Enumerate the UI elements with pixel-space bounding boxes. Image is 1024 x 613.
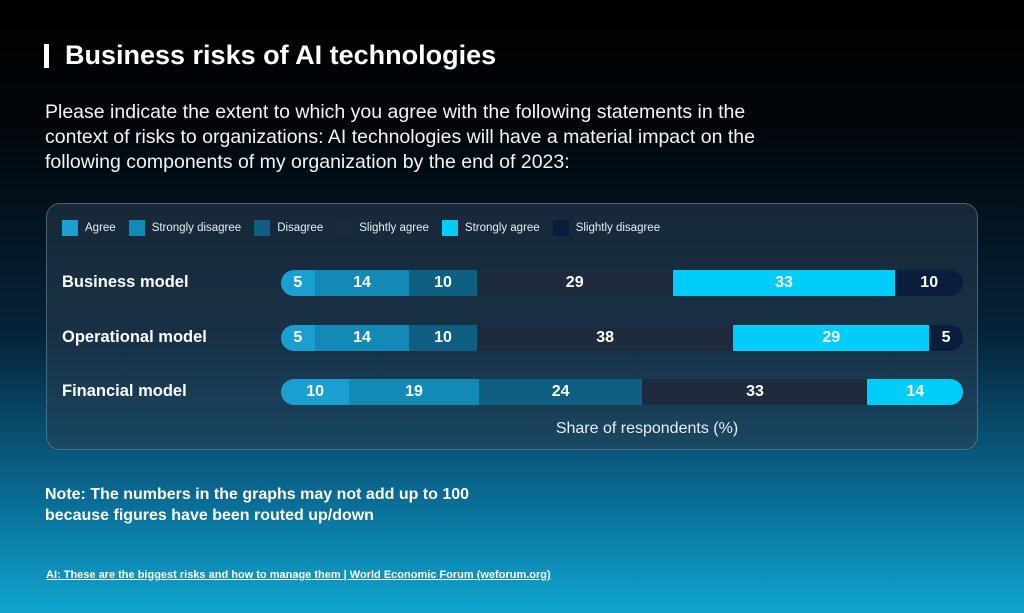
legend-item: Disagree <box>254 220 323 236</box>
legend-swatch <box>552 220 569 236</box>
bar-segment: 24 <box>478 379 643 405</box>
bar-segment: 5 <box>929 325 963 351</box>
x-axis-label: Share of respondents (%) <box>555 420 739 437</box>
title-bar-decoration <box>44 43 49 68</box>
note-line-1: Note: The numbers in the graphs may not … <box>45 486 470 503</box>
category-label: Business model <box>62 273 189 291</box>
bar-segment: 19 <box>349 379 479 405</box>
bar-segment: 10 <box>895 270 963 296</box>
chart-panel: Agree Strongly disagree Disagree Slightly a… <box>46 203 978 450</box>
legend-label: Agree <box>85 222 116 234</box>
subtitle: Please indicate the extent to which you … <box>45 101 755 173</box>
bar-segment: 14 <box>314 270 410 296</box>
bar-segment: 10 <box>281 379 350 405</box>
page-title: Business risks of AI technologies <box>44 40 496 71</box>
category-label: Operational model <box>62 328 207 346</box>
legend-swatch <box>336 220 353 236</box>
bar-segment: 5 <box>281 270 315 296</box>
bar-segment: 38 <box>476 325 734 351</box>
bar-segment: 5 <box>281 325 315 351</box>
bar-segment: 29 <box>476 270 673 296</box>
bar-segment: 14 <box>314 325 410 351</box>
legend-item: Strongly agree <box>441 220 540 236</box>
legend-item: Agree <box>62 220 116 236</box>
legend-item: Strongly disagree <box>128 220 242 236</box>
legend-label: Slightly agree <box>359 222 429 234</box>
bar-segment: 33 <box>642 379 868 405</box>
bar-segment: 10 <box>409 270 477 296</box>
legend-item: Slightly disagree <box>552 220 661 236</box>
legend-item: Slightly agree <box>336 220 429 236</box>
bar-segment: 14 <box>867 379 963 405</box>
legend: Agree Strongly disagree Disagree Slightly a… <box>62 220 673 236</box>
bar-segment: 10 <box>409 325 477 351</box>
note: Note: The numbers in the graphs may not … <box>45 484 469 526</box>
bar-segment: 29 <box>733 325 930 351</box>
legend-swatch <box>62 220 78 236</box>
legend-swatch <box>441 220 458 236</box>
stacked-bar: 5 14 10 38 29 5 <box>281 325 963 351</box>
legend-label: Disagree <box>277 222 324 234</box>
stacked-bar: 5 14 10 29 33 10 <box>281 270 963 296</box>
bar-segment: 33 <box>672 270 896 296</box>
legend-label: Strongly agree <box>464 222 540 234</box>
note-line-2: because figures have been routed up/down <box>45 507 374 524</box>
category-label: Financial model <box>62 382 187 400</box>
legend-swatch <box>128 220 145 236</box>
legend-label: Slightly disagree <box>575 222 661 234</box>
stacked-bar: 10 19 24 33 14 <box>281 379 963 405</box>
title-text: Business risks of AI technologies <box>65 40 497 70</box>
source-link[interactable]: AI: These are the biggest risks and how … <box>46 569 551 581</box>
legend-label: Strongly disagree <box>151 222 242 234</box>
legend-swatch <box>254 220 271 236</box>
